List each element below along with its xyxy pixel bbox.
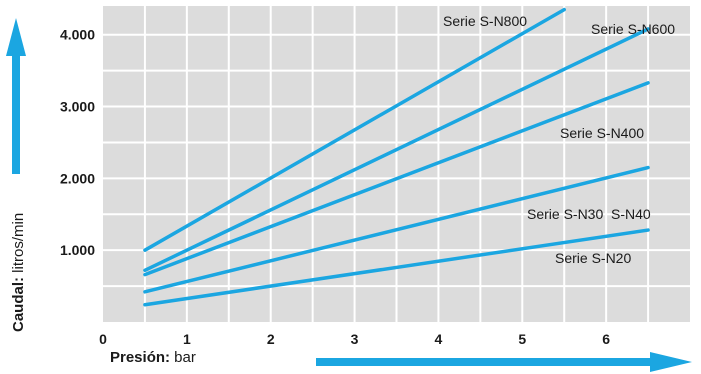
y-arrow-shaft xyxy=(12,56,20,174)
x-tick-labels: 0 1 2 3 4 5 6 xyxy=(99,331,610,347)
series-line xyxy=(143,165,650,294)
series-line xyxy=(143,7,566,252)
x-tick-label: 1 xyxy=(183,331,191,347)
x-tick-label: 4 xyxy=(435,331,443,347)
y-tick-label: 1.000 xyxy=(60,242,95,258)
axis-arrows xyxy=(6,18,692,372)
series-label: Serie S-N20 xyxy=(555,250,631,266)
series-lines xyxy=(143,7,650,307)
series-labels: Serie S-N800 Serie S-N600 Serie S-N400 Seri… xyxy=(443,13,675,266)
x-tick-label: 5 xyxy=(518,331,526,347)
series-line xyxy=(143,81,650,277)
y-tick-label: 4.000 xyxy=(60,27,95,43)
series-label: Serie S-N400 xyxy=(560,125,644,141)
y-axis-title-bold: Caudal: xyxy=(9,276,27,332)
y-tick-label: 2.000 xyxy=(60,170,95,186)
x-axis-title-bold: Presión: xyxy=(110,349,171,366)
y-axis-title: Caudal: litros/min xyxy=(3,40,33,340)
series-label: Serie S-N800 xyxy=(443,13,527,29)
y-tick-labels: 1.000 2.000 3.000 4.000 xyxy=(60,27,95,258)
x-arrow-head xyxy=(650,352,692,372)
x-tick-label: 2 xyxy=(267,331,275,347)
x-tick-label: 3 xyxy=(351,331,359,347)
series-line xyxy=(143,27,650,273)
x-axis-title-unit: bar xyxy=(170,349,196,366)
series-label: Serie S-N30 S-N40 xyxy=(527,206,651,222)
series-label: Serie S-N600 xyxy=(591,21,675,37)
x-axis-title: Presión: bar xyxy=(110,349,196,366)
y-tick-label: 3.000 xyxy=(60,99,95,115)
y-arrow-head xyxy=(6,18,26,56)
x-tick-label: 6 xyxy=(602,331,610,347)
y-axis-title-unit: litros/min xyxy=(9,212,27,277)
series-line xyxy=(143,228,650,307)
x-tick-label: 0 xyxy=(99,331,107,347)
x-arrow-shaft xyxy=(316,358,656,366)
